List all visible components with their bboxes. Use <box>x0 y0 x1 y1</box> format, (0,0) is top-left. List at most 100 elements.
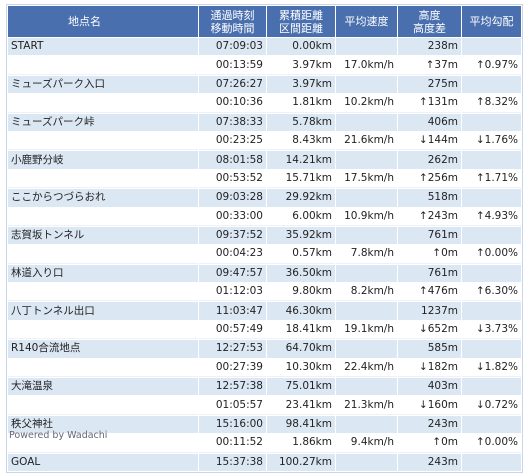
speed-cell: 22.4km/h <box>336 358 397 378</box>
empty-cell <box>8 358 198 378</box>
distance-cell: 8.43km <box>267 131 335 151</box>
header-line: 地点名 <box>68 15 101 28</box>
empty-cell <box>336 340 397 358</box>
segment-row: 00:53:52 15.71km 17.5km/h ↑256m ↑1.71% <box>8 169 521 189</box>
segment-row: 00:23:25 8.43km 21.6km/h ↓144m ↓1.76% <box>8 131 521 151</box>
time-cell: 07:09:03 <box>199 38 266 56</box>
name-cell: START <box>8 38 198 56</box>
distance-cell: 23.41km <box>267 396 335 415</box>
distance-cell: 35.92km <box>267 226 335 245</box>
speed-cell: 8.2km/h <box>336 283 397 302</box>
header-line: 区間距離 <box>279 21 323 35</box>
duration-cell: 00:04:23 <box>199 245 266 264</box>
duration-cell: 00:33:00 <box>199 207 266 226</box>
distance-cell: 98.41km <box>267 415 335 434</box>
point-row: ここからつづらおれ 09:03:28 29.92km 518m <box>8 189 521 207</box>
time-cell: 07:26:27 <box>199 75 266 94</box>
gradient-cell: ↑0.97% <box>462 56 521 75</box>
empty-cell <box>8 56 198 75</box>
altitude-cell: 243m <box>398 453 461 471</box>
empty-cell <box>336 378 397 396</box>
altitude-cell: 403m <box>398 378 461 396</box>
point-row: ミューズパーク入口 07:26:27 3.97km 275m <box>8 75 521 94</box>
duration-cell: 01:12:03 <box>199 283 266 302</box>
segment-row: 00:27:39 10.30km 22.4km/h ↓182m ↓1.82% <box>8 358 521 378</box>
point-row: GOAL 15:37:38 100.27km 243m <box>8 453 521 471</box>
name-cell: R140合流地点 <box>8 340 198 358</box>
gradient-cell: ↑4.93% <box>462 207 521 226</box>
point-row: 大滝温泉 12:57:38 75.01km 403m <box>8 378 521 396</box>
segment-row: 00:04:23 0.57km 7.8km/h ↑0m ↑0.00% <box>8 245 521 264</box>
distance-cell: 75.01km <box>267 378 335 396</box>
header-line: 平均勾配 <box>469 15 514 28</box>
column-header: 平均勾配 <box>462 6 521 37</box>
header-row: 地点名 通過時刻 移動時間 累積距離 区間距離 平均速度 高度 高度差 平均勾配 <box>8 6 521 37</box>
point-row: 林道入り口 09:47:57 36.50km 761m <box>8 264 521 283</box>
altitude-diff-cell: ↑476m <box>398 283 461 302</box>
distance-cell: 29.92km <box>267 189 335 207</box>
distance-cell: 14.21km <box>267 151 335 169</box>
distance-cell: 1.81km <box>267 94 335 113</box>
empty-cell <box>462 378 521 396</box>
time-cell: 09:47:57 <box>199 264 266 283</box>
name-cell: 秩父神社 <box>8 415 198 434</box>
distance-cell: 10.30km <box>267 358 335 378</box>
empty-cell <box>336 38 397 56</box>
segment-row: 00:33:00 6.00km 10.9km/h ↑243m ↑4.93% <box>8 207 521 226</box>
altitude-cell: 585m <box>398 340 461 358</box>
route-table: 地点名 通過時刻 移動時間 累積距離 区間距離 平均速度 高度 高度差 平均勾配 START 07… <box>6 4 523 473</box>
empty-cell <box>336 302 397 320</box>
empty-cell <box>8 94 198 113</box>
point-row: 秩父神社 15:16:00 98.41km 243m <box>8 415 521 434</box>
distance-cell: 9.80km <box>267 283 335 302</box>
altitude-diff-cell: ↓182m <box>398 358 461 378</box>
altitude-diff-cell: ↓160m <box>398 396 461 415</box>
duration-cell: 00:53:52 <box>199 169 266 189</box>
column-header: 高度 高度差 <box>398 6 461 37</box>
time-cell: 08:01:58 <box>199 151 266 169</box>
duration-cell: 00:10:36 <box>199 94 266 113</box>
speed-cell: 19.1km/h <box>336 320 397 340</box>
segment-row: 00:11:52 1.86km 9.4km/h ↑0m ↑0.00% <box>8 434 521 453</box>
altitude-cell: 406m <box>398 113 461 131</box>
gradient-cell: ↓1.82% <box>462 358 521 378</box>
empty-cell <box>336 151 397 169</box>
header-line: 移動時間 <box>210 21 255 35</box>
distance-cell: 1.86km <box>267 434 335 453</box>
time-cell: 15:16:00 <box>199 415 266 434</box>
empty-cell <box>462 453 521 471</box>
name-cell: 八丁トンネル出口 <box>8 302 198 320</box>
speed-cell: 21.3km/h <box>336 396 397 415</box>
empty-cell <box>462 340 521 358</box>
point-row: 志賀坂トンネル 09:37:52 35.92km 761m <box>8 226 521 245</box>
segment-row: 00:57:49 18.41km 19.1km/h ↓652m ↓3.73% <box>8 320 521 340</box>
empty-cell <box>336 75 397 94</box>
altitude-cell: 262m <box>398 151 461 169</box>
empty-cell <box>462 415 521 434</box>
time-cell: 07:38:33 <box>199 113 266 131</box>
empty-cell <box>8 320 198 340</box>
column-header: 地点名 <box>8 6 198 37</box>
altitude-diff-cell: ↑0m <box>398 434 461 453</box>
altitude-diff-cell: ↓652m <box>398 320 461 340</box>
duration-cell: 00:11:52 <box>199 434 266 453</box>
empty-cell <box>462 189 521 207</box>
point-row: 八丁トンネル出口 11:03:47 46.30km 1237m <box>8 302 521 320</box>
distance-cell: 15.71km <box>267 169 335 189</box>
altitude-diff-cell: ↑256m <box>398 169 461 189</box>
empty-cell <box>336 264 397 283</box>
empty-cell <box>8 434 198 453</box>
time-cell: 09:37:52 <box>199 226 266 245</box>
header-line: 高度差 <box>413 21 446 35</box>
time-cell: 15:37:38 <box>199 453 266 471</box>
empty-cell <box>462 38 521 56</box>
gradient-cell: ↑8.32% <box>462 94 521 113</box>
empty-cell <box>8 245 198 264</box>
powered-by[interactable]: Powered by Wadachi <box>9 430 108 441</box>
speed-cell: 7.8km/h <box>336 245 397 264</box>
segment-row: 01:12:03 9.80km 8.2km/h ↑476m ↑6.30% <box>8 283 521 302</box>
time-cell: 12:27:53 <box>199 340 266 358</box>
altitude-cell: 1237m <box>398 302 461 320</box>
duration-cell: 00:57:49 <box>199 320 266 340</box>
speed-cell: 9.4km/h <box>336 434 397 453</box>
